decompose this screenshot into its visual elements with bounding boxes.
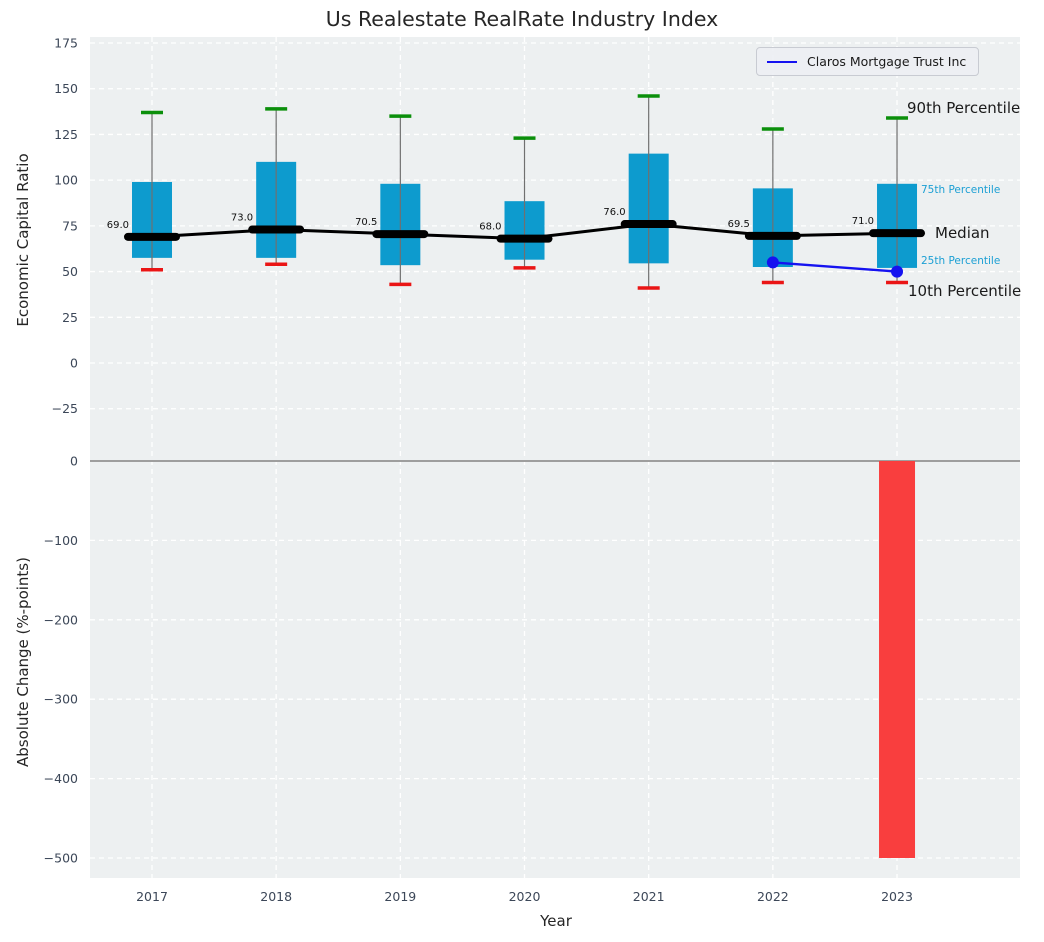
top-y-tick-label: 50 [62, 264, 78, 279]
annotation-median: Median [935, 224, 990, 242]
top-y-tick-label: 175 [54, 36, 78, 51]
median-value-label-2017: 69.0 [107, 220, 129, 231]
bottom-y-tick-label: −500 [44, 851, 78, 866]
median-value-label-2021: 76.0 [603, 207, 625, 218]
annotation-10th-percentile: 10th Percentile [908, 282, 1022, 300]
x-axis-label: Year [540, 912, 572, 930]
x-tick-label-2017: 2017 [136, 889, 168, 904]
top-y-tick-label: 75 [62, 218, 78, 233]
top-y-tick-label: 125 [54, 127, 78, 142]
median-value-label-2023: 71.0 [852, 216, 874, 227]
legend: Claros Mortgage Trust Inc [756, 47, 980, 76]
top-y-axis-label: Economic Capital Ratio [14, 153, 32, 327]
x-tick-label-2018: 2018 [260, 889, 292, 904]
annotation-75th-percentile: 75th Percentile [921, 184, 1001, 196]
bottom-y-tick-label: −100 [44, 533, 78, 548]
x-tick-label-2021: 2021 [633, 889, 665, 904]
bottom-y-tick-label: −200 [44, 612, 78, 627]
median-value-label-2020: 68.0 [479, 222, 501, 233]
legend-label: Claros Mortgage Trust Inc [807, 54, 967, 69]
top-y-tick-label: 100 [54, 173, 78, 188]
median-value-label-2019: 70.5 [355, 217, 377, 228]
company-marker-2022 [766, 256, 779, 269]
change-bar-2023 [879, 461, 916, 858]
annotation-25th-percentile: 25th Percentile [921, 255, 1001, 267]
x-tick-label-2022: 2022 [757, 889, 789, 904]
bottom-y-tick-label: 0 [70, 454, 78, 469]
top-y-tick-label: −25 [52, 401, 78, 416]
median-value-label-2022: 69.5 [728, 219, 750, 230]
company-line [772, 261, 898, 273]
bottom-y-tick-label: −300 [44, 692, 78, 707]
legend-line-swatch [767, 60, 797, 63]
top-y-tick-label: 25 [62, 310, 78, 325]
bottom-y-tick-label: −400 [44, 771, 78, 786]
chart-title: Us Realestate RealRate Industry Index [325, 7, 719, 31]
x-tick-label-2019: 2019 [384, 889, 416, 904]
top-y-tick-label: 150 [54, 81, 78, 96]
x-tick-label-2023: 2023 [881, 889, 913, 904]
top-y-tick-label: 0 [70, 356, 78, 371]
bottom-y-axis-label: Absolute Change (%-points) [14, 557, 32, 767]
annotation-90th-percentile: 90th Percentile [907, 99, 1021, 117]
x-tick-label-2020: 2020 [509, 889, 541, 904]
company-marker-2023 [891, 265, 904, 278]
plot-background [90, 37, 1020, 878]
median-value-label-2018: 73.0 [231, 213, 253, 224]
